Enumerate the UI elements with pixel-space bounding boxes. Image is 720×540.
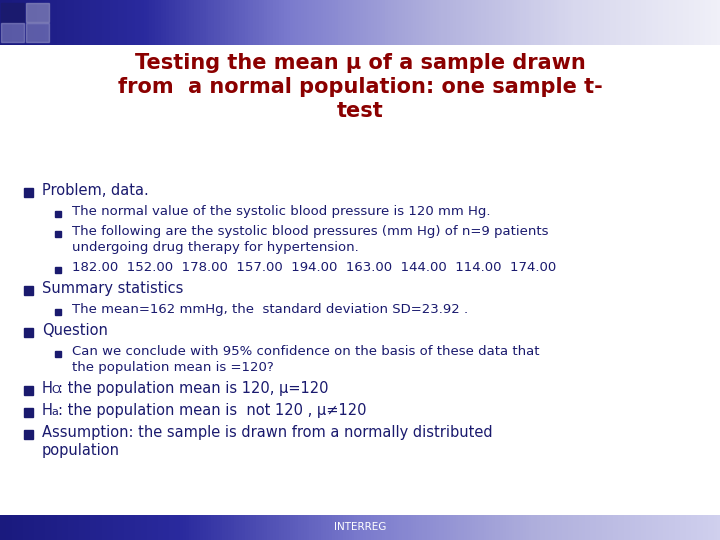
- Bar: [1, 23, 24, 42]
- Text: Summary statistics: Summary statistics: [42, 281, 184, 296]
- Text: a: a: [51, 407, 58, 417]
- Text: : the population mean is  not 120 , μ≠120: : the population mean is not 120 , μ≠120: [58, 403, 366, 418]
- Bar: [55, 351, 61, 357]
- Text: H: H: [42, 381, 53, 396]
- Text: The mean=162 mmHg, the  standard deviation SD=23.92 .: The mean=162 mmHg, the standard deviatio…: [72, 303, 468, 316]
- Text: The normal value of the systolic blood pressure is 120 mm Hg.: The normal value of the systolic blood p…: [72, 205, 490, 218]
- Text: 182.00  152.00  178.00  157.00  194.00  163.00  144.00  114.00  174.00: 182.00 152.00 178.00 157.00 194.00 163.0…: [72, 261, 557, 274]
- Text: Question: Question: [42, 323, 108, 338]
- Bar: [26, 3, 48, 22]
- Text: The following are the systolic blood pressures (mm Hg) of n=9 patients
undergoin: The following are the systolic blood pre…: [72, 225, 549, 253]
- Bar: [24, 328, 32, 338]
- Text: Assumption: the sample is drawn from a normally distributed
population: Assumption: the sample is drawn from a n…: [42, 425, 492, 458]
- Text: Problem, data.: Problem, data.: [42, 183, 149, 198]
- Bar: [24, 387, 32, 395]
- Text: O: O: [51, 385, 60, 395]
- Text: Testing the mean μ of a sample drawn
from  a normal population: one sample t-
te: Testing the mean μ of a sample drawn fro…: [117, 53, 603, 121]
- Bar: [24, 188, 32, 198]
- Bar: [55, 231, 61, 237]
- Bar: [24, 286, 32, 295]
- Text: Can we conclude with 95% confidence on the basis of these data that
the populati: Can we conclude with 95% confidence on t…: [72, 345, 539, 374]
- Bar: [55, 309, 61, 315]
- Text: : the population mean is 120, μ=120: : the population mean is 120, μ=120: [58, 381, 328, 396]
- Bar: [24, 408, 32, 417]
- Bar: [26, 23, 48, 42]
- Text: INTERREG: INTERREG: [334, 523, 386, 532]
- Bar: [24, 430, 32, 440]
- Bar: [55, 211, 61, 217]
- Text: H: H: [42, 403, 53, 418]
- Bar: [55, 267, 61, 273]
- Bar: [1, 3, 24, 22]
